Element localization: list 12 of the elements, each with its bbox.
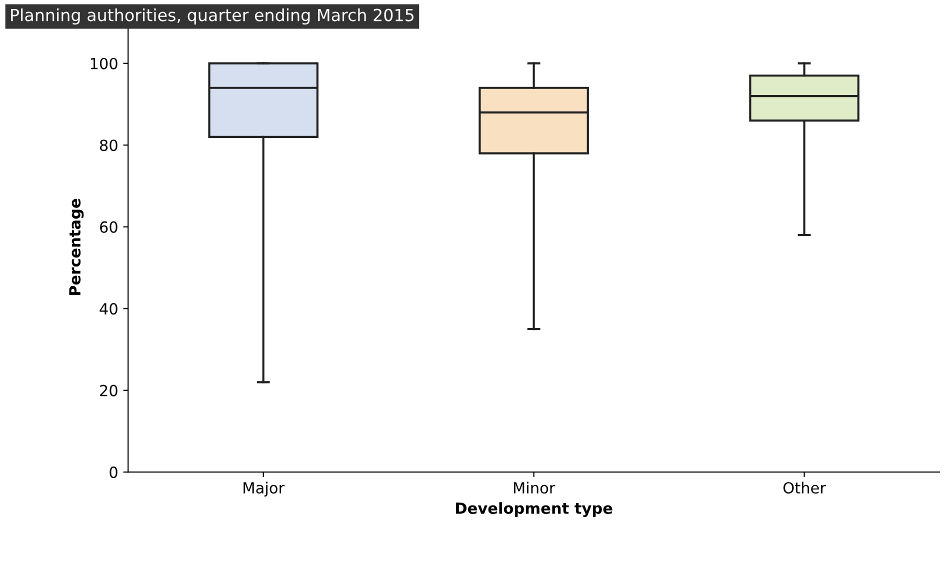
y-axis-title: Percentage [69,198,84,296]
y-tick-label: 100 [90,58,118,70]
y-tick-label: 40 [100,303,118,315]
x-tick-label: Other [783,482,826,494]
y-tick-label: 60 [100,221,118,233]
y-tick-label: 80 [100,140,118,152]
x-tick-label: Major [244,482,285,497]
y-tick-label: 20 [100,384,118,396]
x-tick-label: Minor [514,482,556,494]
chart-title: Planning authorities, quarter ending March 2015 [11,8,414,25]
x-axis-title: Development type [456,502,612,518]
y-tick-label: 0 [110,466,118,478]
